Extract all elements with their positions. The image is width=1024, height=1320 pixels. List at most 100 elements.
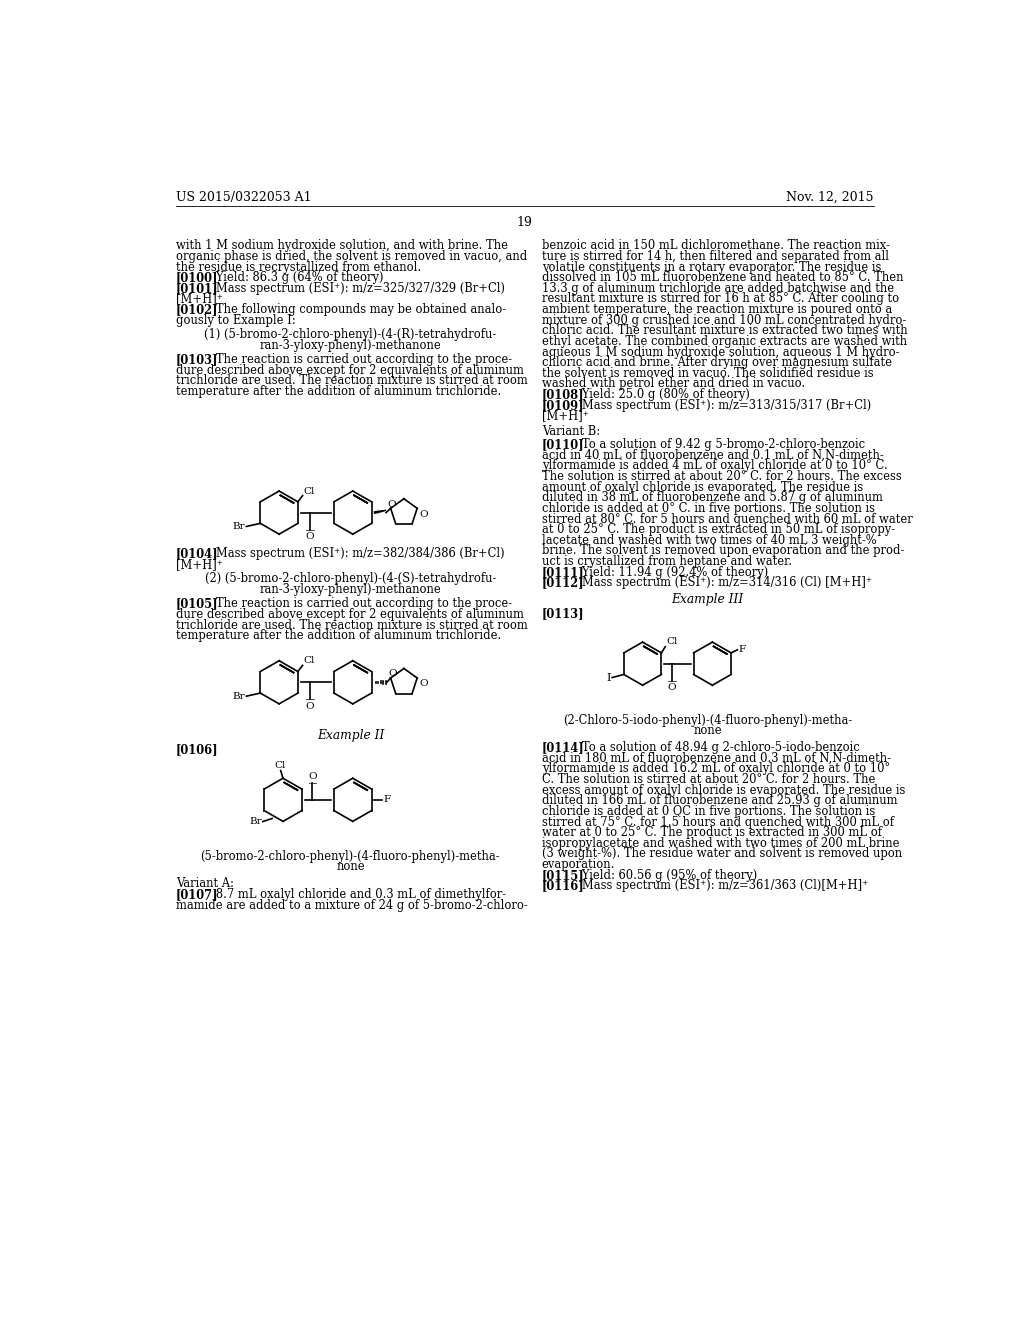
Text: [0115]: [0115]	[542, 869, 585, 882]
Text: [M+H]⁺: [M+H]⁺	[176, 293, 223, 305]
Text: [0109]: [0109]	[542, 399, 585, 412]
Text: ran-3-yloxy-phenyl)-methanone: ran-3-yloxy-phenyl)-methanone	[259, 583, 441, 595]
Text: Example III: Example III	[672, 593, 743, 606]
Text: diluted in 38 mL of fluorobenzene and 5.87 g of aluminum: diluted in 38 mL of fluorobenzene and 5.…	[542, 491, 883, 504]
Text: mixture of 300 g crushed ice and 100 mL concentrated hydro-: mixture of 300 g crushed ice and 100 mL …	[542, 314, 906, 326]
Text: Yield: 86.3 g (64% of theory): Yield: 86.3 g (64% of theory)	[205, 271, 383, 284]
Text: O: O	[306, 701, 314, 710]
Text: dure described above except for 2 equivalents of aluminum: dure described above except for 2 equiva…	[176, 609, 524, 622]
Text: I: I	[606, 672, 610, 682]
Text: F: F	[739, 645, 746, 655]
Text: aqueous 1 M sodium hydroxide solution, aqueous 1 M hydro-: aqueous 1 M sodium hydroxide solution, a…	[542, 346, 899, 359]
Text: Mass spectrum (ESI⁺): m/z=313/315/317 (Br+Cl): Mass spectrum (ESI⁺): m/z=313/315/317 (B…	[570, 399, 870, 412]
Text: O: O	[420, 510, 428, 519]
Text: Yield: 60.56 g (95% of theory): Yield: 60.56 g (95% of theory)	[570, 869, 757, 882]
Text: (2-Chloro-5-iodo-phenyl)-(4-fluoro-phenyl)-metha-: (2-Chloro-5-iodo-phenyl)-(4-fluoro-pheny…	[563, 714, 852, 727]
Text: Br: Br	[232, 692, 245, 701]
Text: Yield: 25.0 g (80% of theory): Yield: 25.0 g (80% of theory)	[570, 388, 750, 401]
Text: with 1 M sodium hydroxide solution, and with brine. The: with 1 M sodium hydroxide solution, and …	[176, 239, 508, 252]
Text: (3 weight-%). The residue water and solvent is removed upon: (3 weight-%). The residue water and solv…	[542, 847, 902, 861]
Text: chloride is added at 0° C. in five portions. The solution is: chloride is added at 0° C. in five porti…	[542, 502, 874, 515]
Text: Cl: Cl	[274, 760, 286, 770]
Text: diluted in 166 mL of fluorobenzene and 25.93 g of aluminum: diluted in 166 mL of fluorobenzene and 2…	[542, 795, 897, 808]
Text: at 0 to 25° C. The product is extracted in 50 mL of isopropy-: at 0 to 25° C. The product is extracted …	[542, 523, 895, 536]
Text: US 2015/0322053 A1: US 2015/0322053 A1	[176, 191, 311, 203]
Text: [0106]: [0106]	[176, 743, 219, 756]
Text: Yield: 11.94 g (92.4% of theory): Yield: 11.94 g (92.4% of theory)	[570, 566, 768, 578]
Text: Variant B:: Variant B:	[542, 425, 600, 437]
Text: O: O	[308, 772, 316, 781]
Text: water at 0 to 25° C. The product is extracted in 300 mL of: water at 0 to 25° C. The product is extr…	[542, 826, 882, 840]
Text: Cl: Cl	[303, 656, 314, 665]
Text: dissolved in 105 mL fluorobenzene and heated to 85° C. Then: dissolved in 105 mL fluorobenzene and he…	[542, 271, 903, 284]
Text: Br: Br	[250, 817, 262, 826]
Text: The reaction is carried out according to the proce-: The reaction is carried out according to…	[205, 354, 512, 366]
Text: mamide are added to a mixture of 24 g of 5-bromo-2-chloro-: mamide are added to a mixture of 24 g of…	[176, 899, 527, 912]
Text: O: O	[388, 500, 396, 508]
Text: [0111]: [0111]	[542, 566, 585, 578]
Text: chloride is added at 0 QC in five portions. The solution is: chloride is added at 0 QC in five portio…	[542, 805, 876, 818]
Text: gously to Example I:: gously to Example I:	[176, 314, 296, 326]
Text: Example II: Example II	[316, 729, 384, 742]
Text: resultant mixture is stirred for 16 h at 85° C. After cooling to: resultant mixture is stirred for 16 h at…	[542, 293, 899, 305]
Text: ambient temperature, the reaction mixture is poured onto a: ambient temperature, the reaction mixtur…	[542, 304, 892, 315]
Text: Cl: Cl	[303, 487, 314, 496]
Text: trichloride are used. The reaction mixture is stirred at room: trichloride are used. The reaction mixtu…	[176, 375, 527, 388]
Text: [0116]: [0116]	[542, 879, 585, 892]
Text: [0113]: [0113]	[542, 607, 585, 620]
Text: dure described above except for 2 equivalents of aluminum: dure described above except for 2 equiva…	[176, 364, 524, 376]
Text: ylformamide is added 4 mL of oxalyl chloride at 0 to 10° C.: ylformamide is added 4 mL of oxalyl chlo…	[542, 459, 888, 473]
Text: Mass spectrum (ESI⁺): m/z=382/384/386 (Br+Cl): Mass spectrum (ESI⁺): m/z=382/384/386 (B…	[205, 548, 505, 560]
Text: stirred at 80° C. for 5 hours and quenched with 60 mL of water: stirred at 80° C. for 5 hours and quench…	[542, 512, 912, 525]
Text: benzoic acid in 150 mL dichloromethane. The reaction mix-: benzoic acid in 150 mL dichloromethane. …	[542, 239, 890, 252]
Text: [M+H]⁺: [M+H]⁺	[176, 558, 223, 570]
Text: The following compounds may be obtained analo-: The following compounds may be obtained …	[205, 304, 506, 315]
Text: [M+H]⁺: [M+H]⁺	[542, 409, 589, 422]
Text: isopropylacetate and washed with two times of 200 mL brine: isopropylacetate and washed with two tim…	[542, 837, 899, 850]
Text: The solution is stirred at about 20° C. for 2 hours. The excess: The solution is stirred at about 20° C. …	[542, 470, 901, 483]
Text: Variant A:: Variant A:	[176, 878, 233, 890]
Text: (1) (5-bromo-2-chloro-phenyl)-(4-(R)-tetrahydrofu-: (1) (5-bromo-2-chloro-phenyl)-(4-(R)-tet…	[205, 329, 497, 341]
Text: ture is stirred for 14 h, then filtered and separated from all: ture is stirred for 14 h, then filtered …	[542, 249, 889, 263]
Text: F: F	[384, 796, 391, 804]
Text: [0114]: [0114]	[542, 741, 585, 754]
Text: [0102]: [0102]	[176, 304, 218, 315]
Text: [0100]: [0100]	[176, 271, 218, 284]
Text: ethyl acetate. The combined organic extracts are washed with: ethyl acetate. The combined organic extr…	[542, 335, 907, 348]
Text: evaporation.: evaporation.	[542, 858, 615, 871]
Text: [0108]: [0108]	[542, 388, 585, 401]
Text: lacetate and washed with two times of 40 mL 3 weight-%: lacetate and washed with two times of 40…	[542, 533, 877, 546]
Text: chloric acid. The resultant mixture is extracted two times with: chloric acid. The resultant mixture is e…	[542, 325, 907, 337]
Text: temperature after the addition of aluminum trichloride.: temperature after the addition of alumin…	[176, 385, 502, 399]
Text: [0112]: [0112]	[542, 577, 585, 589]
Text: The reaction is carried out according to the proce-: The reaction is carried out according to…	[205, 598, 512, 610]
Text: the solvent is removed in vacuo. The solidified residue is: the solvent is removed in vacuo. The sol…	[542, 367, 873, 380]
Text: [0104]: [0104]	[176, 548, 219, 560]
Text: trichloride are used. The reaction mixture is stirred at room: trichloride are used. The reaction mixtu…	[176, 619, 527, 632]
Text: O: O	[306, 532, 314, 541]
Text: brine. The solvent is removed upon evaporation and the prod-: brine. The solvent is removed upon evapo…	[542, 544, 904, 557]
Text: temperature after the addition of aluminum trichloride.: temperature after the addition of alumin…	[176, 630, 502, 643]
Text: 13.3 g of aluminum trichloride are added batchwise and the: 13.3 g of aluminum trichloride are added…	[542, 281, 894, 294]
Text: stirred at 75° C. for 1.5 hours and quenched with 300 mL of: stirred at 75° C. for 1.5 hours and quen…	[542, 816, 894, 829]
Text: acid in 180 mL of fluorobenzene and 0.3 mL of N,N-dimeth-: acid in 180 mL of fluorobenzene and 0.3 …	[542, 752, 891, 764]
Text: acid in 40 mL of fluorobenzene and 0.1 mL of N,N-dimeth-: acid in 40 mL of fluorobenzene and 0.1 m…	[542, 449, 884, 462]
Text: C. The solution is stirred at about 20° C. for 2 hours. The: C. The solution is stirred at about 20° …	[542, 774, 876, 785]
Text: 19: 19	[517, 216, 532, 230]
Text: none: none	[336, 861, 365, 874]
Text: Mass spectrum (ESI⁺): m/z=314/316 (Cl) [M+H]⁺: Mass spectrum (ESI⁺): m/z=314/316 (Cl) […	[570, 577, 871, 589]
Text: (2) (5-bromo-2-chloro-phenyl)-(4-(S)-tetrahydrofu-: (2) (5-bromo-2-chloro-phenyl)-(4-(S)-tet…	[205, 573, 496, 585]
Text: [0105]: [0105]	[176, 598, 219, 610]
Text: [0110]: [0110]	[542, 438, 585, 451]
Text: [0107]: [0107]	[176, 888, 219, 900]
Text: Nov. 12, 2015: Nov. 12, 2015	[786, 191, 873, 203]
Text: Cl: Cl	[666, 638, 678, 645]
Text: 8.7 mL oxalyl chloride and 0.3 mL of dimethylfor-: 8.7 mL oxalyl chloride and 0.3 mL of dim…	[205, 888, 506, 900]
Text: (5-bromo-2-chloro-phenyl)-(4-fluoro-phenyl)-metha-: (5-bromo-2-chloro-phenyl)-(4-fluoro-phen…	[201, 850, 501, 863]
Text: O: O	[668, 682, 677, 692]
Text: O: O	[420, 680, 428, 688]
Text: chloric acid and brine. After drying over magnesium sulfate: chloric acid and brine. After drying ove…	[542, 356, 892, 370]
Text: the residue is recrystallized from ethanol.: the residue is recrystallized from ethan…	[176, 260, 421, 273]
Text: Mass spectrum (ESI⁺): m/z=325/327/329 (Br+Cl): Mass spectrum (ESI⁺): m/z=325/327/329 (B…	[205, 281, 505, 294]
Text: To a solution of 48.94 g 2-chloro-5-iodo-benzoic: To a solution of 48.94 g 2-chloro-5-iodo…	[570, 741, 859, 754]
